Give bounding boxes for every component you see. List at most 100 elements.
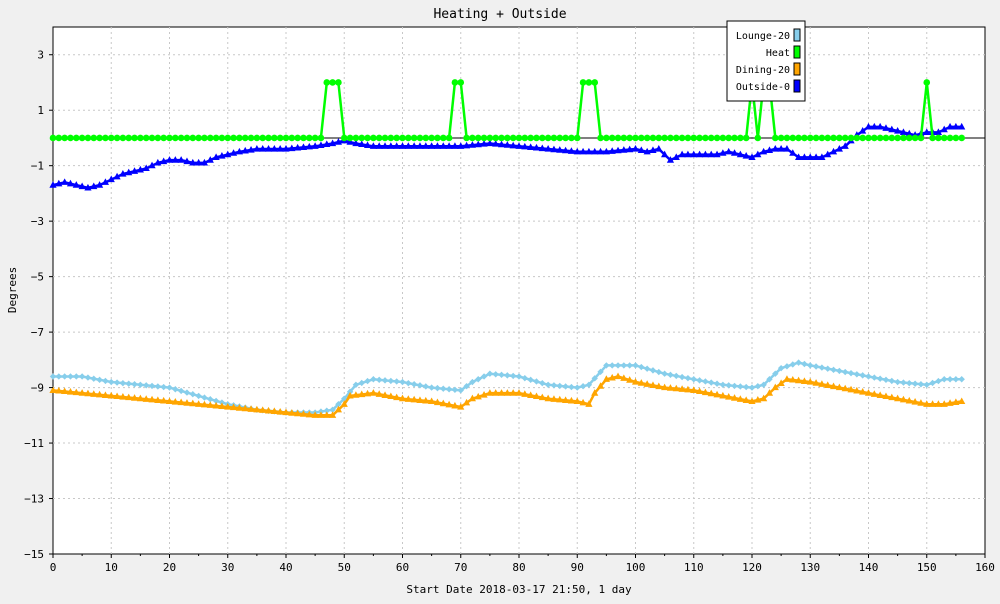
data-point [830, 366, 837, 374]
data-point [573, 147, 581, 155]
data-point [532, 143, 541, 151]
data-point [695, 387, 704, 395]
data-point [882, 134, 890, 142]
data-point [573, 397, 581, 405]
data-point [812, 363, 820, 370]
data-point [177, 398, 185, 406]
data-point [130, 394, 139, 401]
data-point [539, 379, 546, 387]
data-point [49, 386, 57, 393]
data-point [684, 385, 692, 393]
data-point [806, 153, 814, 160]
data-point [84, 389, 92, 397]
data-point [463, 382, 470, 390]
data-point [264, 145, 273, 152]
data-point [445, 400, 453, 408]
data-point [90, 134, 98, 142]
data-point [241, 146, 249, 154]
data-point [323, 411, 331, 418]
data-point [142, 134, 150, 142]
data-point [451, 142, 459, 149]
data-point [876, 375, 884, 382]
data-point [177, 134, 185, 142]
data-point [381, 142, 389, 149]
data-point [241, 134, 249, 142]
data-point [136, 165, 144, 173]
data-point [748, 153, 756, 160]
data-point [795, 359, 802, 366]
x-tick-label: 60 [396, 561, 409, 574]
y-tick-label: −9 [31, 382, 44, 395]
data-point [655, 382, 663, 390]
data-point [323, 407, 330, 414]
data-point [602, 375, 610, 382]
data-point [410, 142, 418, 149]
data-point [335, 401, 342, 408]
data-point [107, 175, 115, 183]
x-tick-label: 160 [975, 561, 995, 574]
data-point [842, 368, 849, 376]
data-point [882, 392, 890, 400]
data-point [346, 388, 354, 395]
data-point [871, 134, 878, 142]
data-point [707, 389, 715, 397]
data-point [171, 156, 179, 163]
data-point [474, 140, 482, 148]
y-tick-label: 1 [37, 104, 44, 117]
data-point [550, 134, 558, 142]
x-tick-label: 20 [163, 561, 176, 574]
data-point [596, 147, 605, 155]
data-point [731, 382, 738, 390]
data-point [253, 145, 261, 152]
data-point [468, 141, 476, 148]
data-point [218, 402, 226, 410]
data-point [381, 377, 389, 384]
data-point [760, 147, 768, 155]
data-point [311, 134, 319, 142]
data-point [405, 134, 412, 142]
data-point [841, 142, 849, 149]
data-point [911, 380, 919, 387]
data-point [451, 401, 459, 409]
data-point [882, 376, 890, 384]
data-point [678, 134, 686, 142]
data-point [66, 179, 75, 187]
data-point [806, 134, 814, 142]
y-tick-label: −5 [31, 271, 44, 284]
data-point [923, 381, 930, 389]
data-point [719, 391, 727, 399]
data-point [457, 142, 465, 149]
data-point [632, 362, 639, 369]
data-point [486, 389, 494, 396]
data-point [719, 149, 727, 156]
data-point [462, 398, 471, 406]
data-point [539, 134, 546, 142]
data-point [189, 391, 196, 398]
data-point [224, 134, 232, 142]
data-point [393, 393, 401, 401]
data-point [416, 134, 424, 142]
data-point [550, 395, 558, 402]
data-point [713, 150, 721, 158]
data-point [201, 394, 208, 401]
data-point [696, 377, 703, 384]
data-point [119, 393, 127, 400]
data-point [777, 364, 785, 372]
data-point [300, 134, 307, 142]
data-point [369, 389, 377, 396]
data-point [725, 147, 733, 155]
data-point [772, 134, 779, 142]
data-point [504, 372, 511, 379]
series-outside-0 [49, 122, 966, 191]
legend-swatch-heat [793, 45, 801, 59]
data-point [101, 391, 110, 398]
data-point [870, 122, 878, 130]
data-point [708, 379, 715, 386]
data-point [934, 400, 942, 407]
data-point [859, 127, 867, 134]
data-point [148, 395, 156, 403]
data-point [492, 371, 499, 378]
data-point [317, 411, 325, 418]
data-point [940, 134, 948, 142]
data-point [346, 134, 354, 142]
